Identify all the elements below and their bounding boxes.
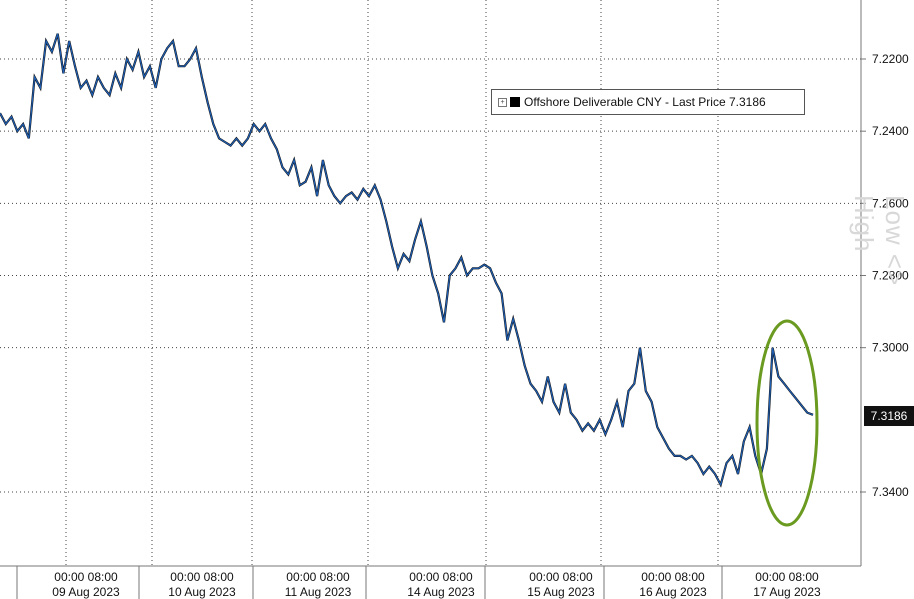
x-time-label: 00:00 08:00	[409, 570, 473, 584]
x-date-label: 11 Aug 2023	[285, 585, 352, 599]
y-tick-label: 7.2800	[872, 269, 909, 283]
watermark: Low <> High	[849, 195, 910, 287]
series-line	[0, 33, 814, 487]
legend[interactable]: + Offshore Deliverable CNY - Last Price …	[491, 89, 805, 115]
x-time-label: 00:00 08:00	[54, 570, 118, 584]
legend-swatch	[510, 97, 520, 107]
horizontal-grid	[0, 58, 861, 493]
x-time-label: 00:00 08:00	[170, 570, 234, 584]
y-tick-label: 7.3400	[872, 485, 909, 499]
y-tick-label: 7.2600	[872, 196, 909, 210]
vertical-grid	[65, 0, 719, 566]
last-price-tag: 7.3186	[864, 406, 914, 426]
x-date-label: 17 Aug 2023	[753, 585, 821, 599]
x-time-label: 00:00 08:00	[641, 570, 705, 584]
x-date-label: 10 Aug 2023	[168, 585, 236, 599]
y-tick-label: 7.3000	[872, 341, 909, 355]
y-axis-ticks: 7.2200 7.2400 7.2600 7.2800 7.3000 7.3400	[861, 52, 909, 499]
legend-label: Offshore Deliverable CNY - Last Price 7.…	[524, 95, 766, 109]
y-tick-label: 7.2200	[872, 52, 909, 66]
x-time-label: 00:00 08:00	[755, 570, 819, 584]
legend-expand-icon[interactable]: +	[498, 97, 507, 107]
x-time-label: 00:00 08:00	[286, 570, 350, 584]
x-date-label: 09 Aug 2023	[52, 585, 120, 599]
series-layer	[0, 33, 814, 488]
x-date-label: 16 Aug 2023	[639, 585, 707, 599]
highlight-ellipse	[755, 319, 819, 527]
x-date-label: 15 Aug 2023	[527, 585, 595, 599]
x-time-label: 00:00 08:00	[529, 570, 593, 584]
y-tick-label: 7.2400	[872, 124, 909, 138]
x-date-label: 14 Aug 2023	[407, 585, 475, 599]
